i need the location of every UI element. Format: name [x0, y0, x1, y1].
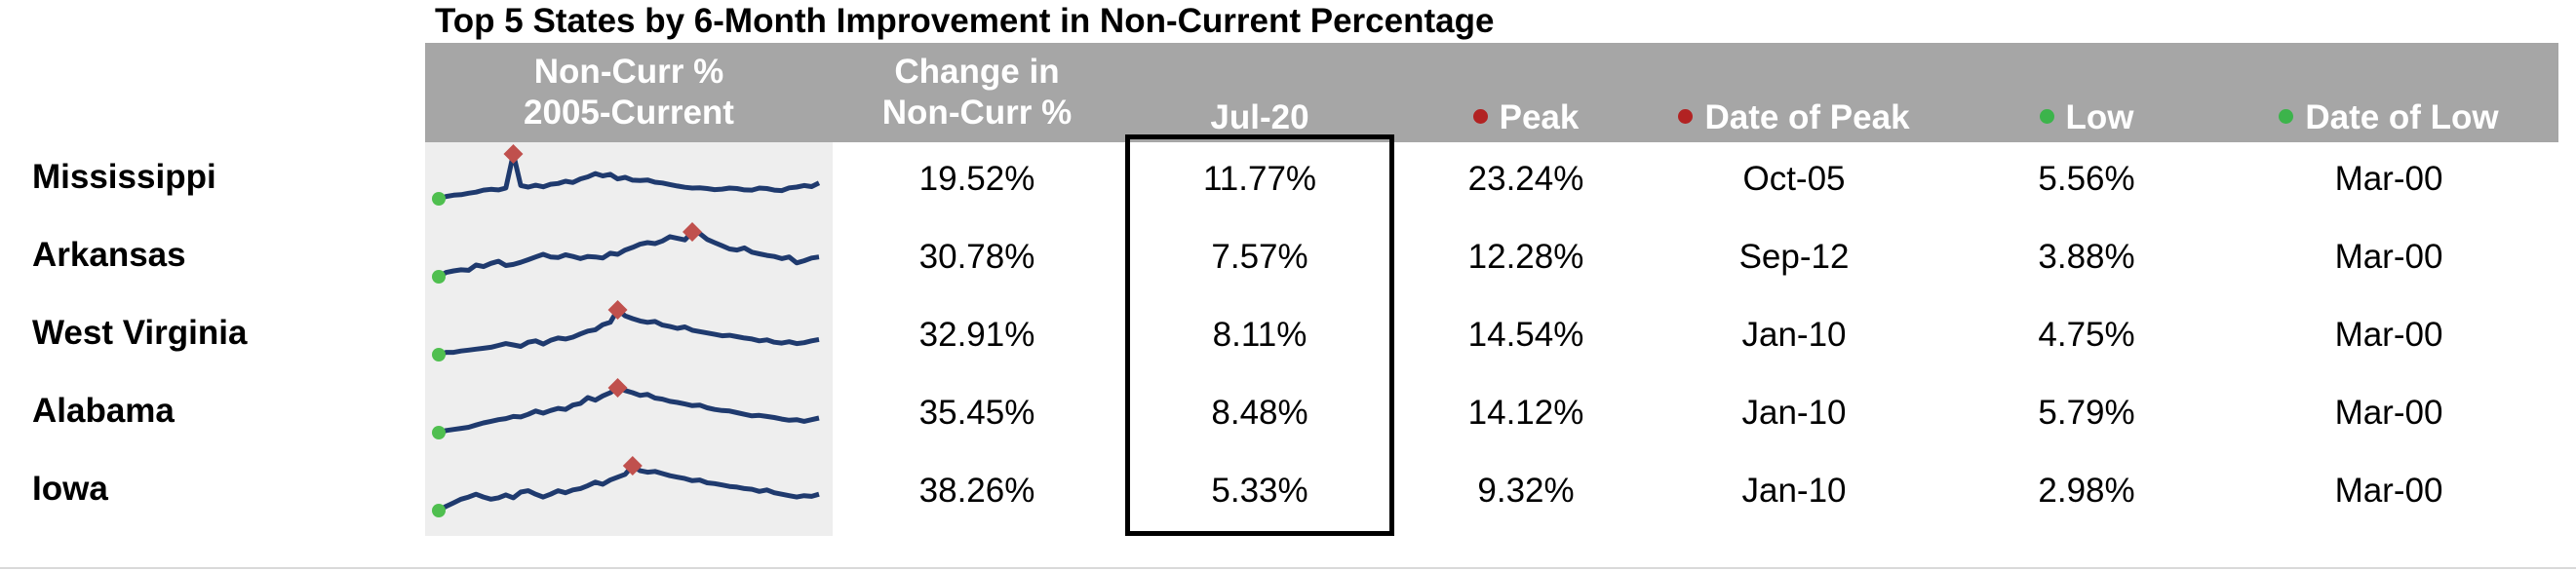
cell-low: 5.79% — [2038, 394, 2135, 432]
green-dot-icon — [2279, 109, 2294, 125]
sparkline-peak-marker — [622, 456, 643, 476]
header-peak-label: Peak — [1499, 98, 1580, 136]
cell-date-of-low: Mar-00 — [2334, 472, 2443, 510]
state-label: Arkansas — [32, 236, 186, 274]
header-change-line2: Non-Curr % — [881, 94, 1073, 132]
green-dot-icon — [2039, 109, 2054, 125]
cell-peak: 14.12% — [1467, 394, 1584, 432]
sparkline-series-line — [437, 229, 820, 280]
cell-current: 5.33% — [1211, 472, 1308, 510]
sparkline-chart — [432, 378, 820, 439]
state-label: Iowa — [32, 470, 108, 508]
sparkline-chart — [432, 300, 820, 362]
sparkline-chart — [432, 144, 821, 206]
cell-date-of-low: Mar-00 — [2334, 160, 2443, 198]
cell-peak: 23.24% — [1467, 160, 1584, 198]
cell-date-of-low: Mar-00 — [2334, 238, 2443, 276]
state-label: Mississippi — [32, 158, 216, 196]
cell-date-of-peak: Oct-05 — [1742, 160, 1846, 198]
bottom-divider — [0, 567, 2576, 569]
cell-peak: 14.54% — [1467, 316, 1584, 354]
sparkline-chart — [432, 222, 820, 284]
header-current-label: Jul-20 — [1210, 98, 1309, 136]
header-date-of-low: Date of Low — [2243, 43, 2535, 142]
cell-peak: 12.28% — [1467, 238, 1584, 276]
cell-date-of-peak: Sep-12 — [1738, 238, 1850, 276]
cell-current: 8.11% — [1212, 316, 1308, 354]
cell-current: 11.77% — [1202, 160, 1317, 198]
sparkline-low-marker — [432, 270, 446, 284]
sparkline-series-line — [438, 385, 820, 436]
sparkline-low-marker — [432, 426, 446, 439]
header-date-of-peak-label: Date of Peak — [1704, 98, 1910, 136]
header-change: Change in Non-Curr % — [856, 43, 1098, 142]
header-sparkline: Non-Curr % 2005-Current — [425, 43, 833, 142]
red-dot-icon — [1678, 109, 1694, 125]
sparkline-series-line — [437, 463, 820, 514]
sparkline-chart — [432, 456, 820, 517]
header-date-of-peak: Date of Peak — [1648, 43, 1940, 142]
cell-change: 19.52% — [918, 160, 1035, 198]
header-sparkline-line1: Non-Curr % — [533, 53, 724, 91]
cell-date-of-low: Mar-00 — [2334, 316, 2443, 354]
header-low-label: Low — [2065, 98, 2134, 136]
cell-date-of-low: Mar-00 — [2334, 394, 2443, 432]
header-peak: Peak — [1414, 43, 1638, 142]
cell-low: 3.88% — [2038, 238, 2135, 276]
header-current: Jul-20 — [1125, 43, 1394, 142]
header-date-of-low-label: Date of Low — [2305, 98, 2499, 136]
cell-low: 2.98% — [2038, 472, 2135, 510]
sparkline-peak-marker — [607, 378, 628, 398]
cell-current: 8.48% — [1211, 394, 1308, 432]
header-bar — [425, 43, 2558, 142]
sparkline-low-marker — [432, 192, 446, 206]
cell-low: 5.56% — [2038, 160, 2135, 198]
cell-change: 30.78% — [918, 238, 1035, 276]
cell-date-of-peak: Jan-10 — [1741, 472, 1847, 510]
sparkline-low-marker — [432, 348, 446, 362]
cell-current: 7.57% — [1211, 238, 1308, 276]
cell-date-of-peak: Jan-10 — [1741, 316, 1847, 354]
header-sparkline-line2: 2005-Current — [524, 94, 734, 132]
cell-change: 38.26% — [918, 472, 1035, 510]
current-column-highlight — [1125, 134, 1394, 536]
sparkline-peak-marker — [607, 300, 628, 320]
sparkline-series-line — [438, 307, 820, 358]
state-label: West Virginia — [32, 314, 248, 352]
red-dot-icon — [1472, 109, 1488, 125]
sparkline-peak-marker — [683, 222, 702, 242]
sparkline-peak-marker — [503, 144, 524, 164]
header-change-line1: Change in — [894, 53, 1060, 91]
header-low: Low — [1989, 43, 2184, 142]
cell-date-of-peak: Jan-10 — [1741, 394, 1847, 432]
table-title: Top 5 States by 6-Month Improvement in N… — [435, 2, 1495, 40]
sparkline-series-line — [438, 151, 821, 202]
state-label: Alabama — [32, 392, 175, 430]
cell-change: 35.45% — [918, 394, 1035, 432]
cell-low: 4.75% — [2038, 316, 2135, 354]
cell-peak: 9.32% — [1477, 472, 1575, 510]
cell-change: 32.91% — [918, 316, 1035, 354]
sparkline-low-marker — [432, 504, 446, 517]
